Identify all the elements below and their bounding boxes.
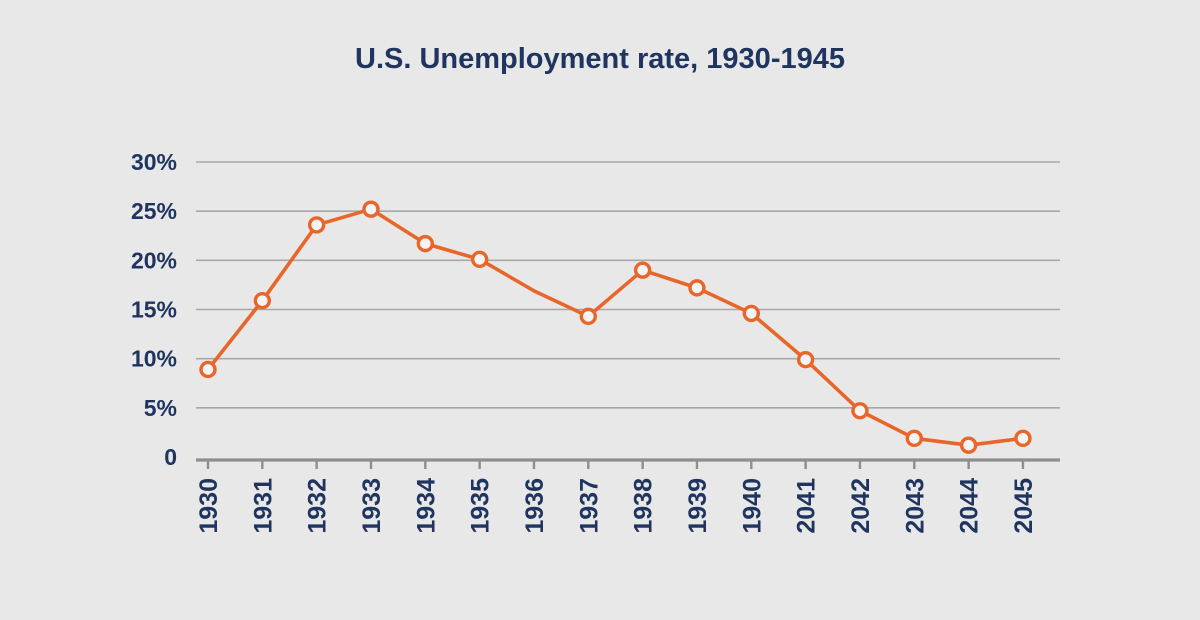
data-point: [905, 429, 923, 448]
data-point: [796, 350, 815, 369]
y-tick-label: 0: [164, 444, 177, 470]
x-tick-label: 2041: [793, 478, 821, 534]
x-tick-label: 2042: [847, 478, 875, 534]
data-point: [633, 261, 652, 279]
x-tick-label: 2043: [901, 478, 929, 534]
data-point: [253, 291, 272, 310]
x-tick-label: 1939: [684, 478, 712, 534]
data-point: [416, 234, 435, 253]
data-point: [470, 250, 489, 269]
y-tick-label: 10%: [131, 346, 177, 372]
data-point: [362, 200, 380, 218]
gridlines: [196, 161, 1060, 409]
data-point: [199, 360, 217, 379]
x-tick-label: 1938: [630, 478, 658, 534]
data-point: [742, 304, 760, 323]
chart-title: U.S. Unemployment rate, 1930-1945: [355, 43, 845, 75]
y-tick-label: 30%: [131, 149, 177, 175]
data-point: [851, 402, 869, 420]
data-point: [307, 216, 326, 234]
y-tick-label: 25%: [131, 198, 177, 224]
x-tick-label: 1937: [575, 478, 603, 534]
y-tick-label: 5%: [144, 395, 177, 421]
x-tick-label: 2045: [1010, 478, 1038, 534]
y-axis-tick-labels: 0 5% 10% 15% 20% 25% 30%: [131, 149, 177, 470]
data-point: [688, 279, 706, 297]
data-point: [1014, 429, 1032, 448]
y-tick-label: 15%: [131, 297, 177, 323]
x-tick-label: 1936: [521, 478, 549, 534]
x-tick-label: 2044: [956, 478, 984, 534]
data-point: [959, 436, 978, 454]
x-tick-label: 1940: [738, 478, 766, 534]
x-axis-tick-labels: 1930 1931 1932 1933 1934 1935 1936 1937 1938 1939…: [195, 478, 1038, 534]
x-tick-label: 1932: [304, 478, 332, 534]
x-tick-label: 1933: [358, 478, 386, 534]
y-tick-label: 20%: [131, 247, 177, 273]
x-tick-label: 1935: [467, 478, 495, 534]
x-tick-label: 1934: [412, 478, 440, 534]
x-tick-label: 1930: [195, 478, 223, 534]
data-series: [199, 200, 1032, 454]
x-tick-label: 1931: [249, 478, 277, 534]
x-axis: [196, 458, 1060, 469]
series-line: [206, 207, 1025, 448]
data-point: [579, 307, 598, 326]
